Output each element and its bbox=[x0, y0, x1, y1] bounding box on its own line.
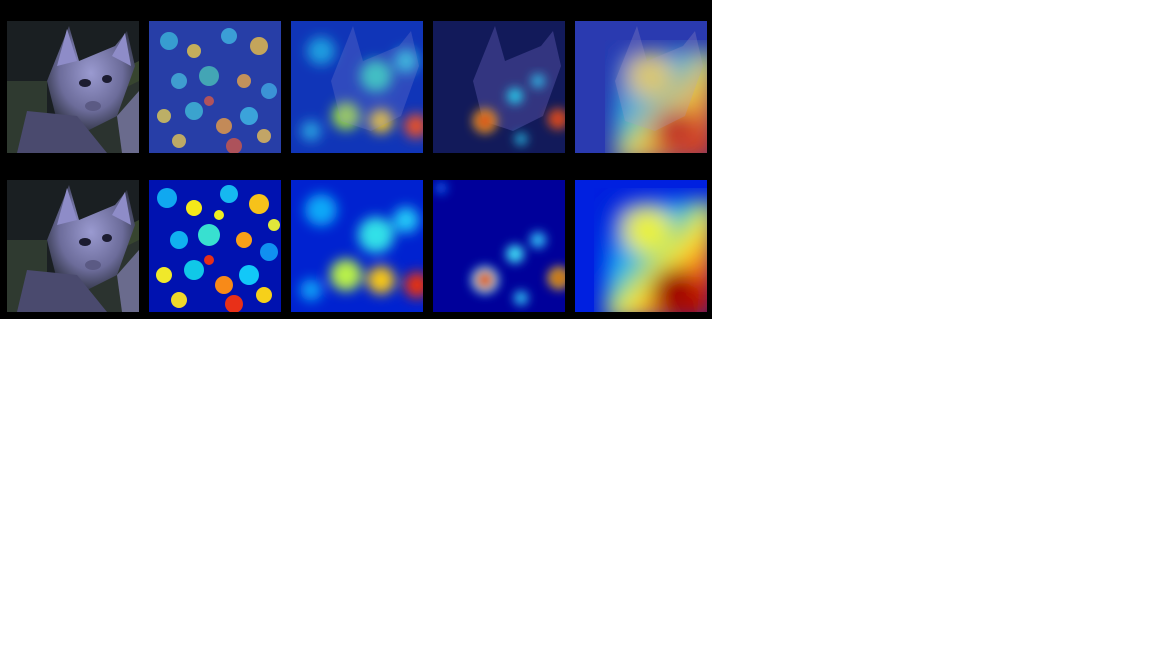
saliency-fine-overlay bbox=[149, 21, 281, 153]
saliency-layer-tile bbox=[575, 180, 707, 312]
saliency-layer-overlay-tile bbox=[575, 21, 707, 153]
cat-image-tile bbox=[7, 180, 139, 312]
cat-image-tile bbox=[7, 21, 139, 153]
saliency-coarse-overlay bbox=[433, 21, 565, 153]
saliency-fine bbox=[149, 180, 281, 312]
saliency-layer bbox=[575, 180, 707, 312]
cat-image bbox=[7, 21, 139, 153]
saliency-coarse-overlay-tile bbox=[433, 21, 565, 153]
saliency-fine-tile bbox=[149, 180, 281, 312]
saliency-medium-overlay bbox=[291, 21, 423, 153]
attribution-figure bbox=[0, 0, 712, 319]
saliency-medium-tile bbox=[291, 180, 423, 312]
saliency-medium bbox=[291, 180, 423, 312]
saliency-coarse bbox=[433, 180, 565, 312]
saliency-coarse-tile bbox=[433, 180, 565, 312]
saliency-fine-overlay-tile bbox=[149, 21, 281, 153]
cat-image bbox=[7, 180, 139, 312]
saliency-layer-overlay bbox=[575, 21, 707, 153]
saliency-medium-overlay-tile bbox=[291, 21, 423, 153]
